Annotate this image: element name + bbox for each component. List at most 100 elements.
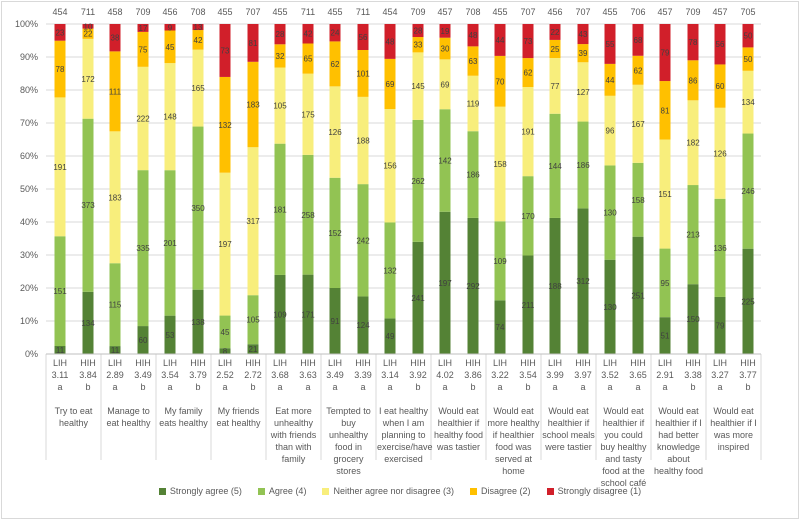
data-label: 45 — [221, 328, 230, 337]
data-label: 130 — [603, 303, 617, 312]
subgroup-mean: 2.52 — [216, 370, 234, 380]
sample-size-label: 455 — [272, 7, 287, 17]
bar-segment-strongly-disagree — [522, 24, 534, 59]
bar-segment-agree — [109, 263, 121, 347]
bar-segment-agree — [357, 184, 369, 297]
subgroup-group: LIH — [217, 358, 232, 368]
subgroup-sig: a — [580, 382, 586, 392]
data-label: 79 — [716, 321, 725, 330]
data-label: 124 — [356, 321, 370, 330]
data-label: 101 — [356, 69, 370, 78]
category-label: Eat more unhealthy with friends than wit… — [270, 406, 317, 464]
subgroup-sig: b — [85, 382, 91, 392]
bar-subgroup-label: HIH 3.92 b — [404, 357, 432, 393]
data-label: 156 — [383, 162, 397, 171]
data-label: 201 — [163, 239, 177, 248]
bar-segment-strongly-disagree — [604, 24, 616, 64]
data-label: 28 — [276, 30, 285, 39]
bar-segment-disagree — [439, 37, 451, 60]
data-label: 165 — [191, 84, 205, 93]
bar-segment-neutral — [439, 59, 451, 110]
bar-segment-strongly-agree — [109, 346, 121, 354]
data-label: 138 — [191, 318, 205, 327]
category-label: My friends eat healthy — [216, 406, 261, 428]
data-label: 17 — [139, 24, 148, 33]
data-label: 130 — [603, 209, 617, 218]
data-label: 43 — [579, 30, 588, 39]
data-label: 68 — [634, 36, 643, 45]
bar-segment-strongly-agree — [742, 248, 754, 354]
bar-segment-disagree — [577, 44, 589, 63]
data-label: 186 — [466, 171, 480, 180]
bar-segment-strongly-agree — [137, 326, 149, 354]
bar-segment-strongly-disagree — [467, 24, 479, 47]
data-label: 105 — [246, 316, 260, 325]
data-label: 142 — [438, 156, 452, 165]
bar-segment-neutral — [742, 70, 754, 134]
legend: Strongly agree (5) Agree (4) Neither agree… — [0, 486, 800, 496]
bar-segment-neutral — [659, 139, 671, 249]
data-label: 251 — [631, 291, 645, 300]
data-label: 24 — [331, 29, 340, 38]
subgroup-mean: 3.22 — [491, 370, 509, 380]
bar-segment-agree — [742, 133, 754, 249]
data-label: 152 — [328, 229, 342, 238]
category-label: Would eat healthier if I had better know… — [653, 406, 704, 476]
data-label: 144 — [548, 162, 562, 171]
category-label: Tempted to buy unhealthy food in grocery… — [326, 406, 371, 476]
legend-swatch-icon — [546, 487, 554, 495]
bar-subgroup-label: HIH 3.65 a — [624, 357, 652, 393]
data-label: 55 — [606, 40, 615, 49]
data-label: 158 — [631, 196, 645, 205]
data-label: 172 — [81, 75, 95, 84]
bar-segment-agree — [384, 222, 396, 319]
bar-segment-strongly-disagree — [577, 24, 589, 45]
data-label: 292 — [466, 282, 480, 291]
subgroup-mean: 3.52 — [601, 370, 619, 380]
bar-segment-agree — [82, 118, 94, 292]
data-label: 183 — [108, 193, 122, 202]
data-label: 242 — [356, 236, 370, 245]
data-label: 22 — [84, 30, 93, 39]
subgroup-sig: b — [470, 382, 476, 392]
data-label: 48 — [469, 31, 478, 40]
data-label: 181 — [273, 205, 287, 214]
bar-segment-strongly-disagree — [687, 24, 699, 61]
legend-label: Strongly disagree (1) — [557, 486, 642, 496]
subgroup-mean: 3.63 — [299, 370, 317, 380]
bar-segment-disagree — [742, 47, 754, 71]
bar-subgroup-label: LIH 3.99 a — [541, 357, 569, 393]
data-label: 8 — [223, 347, 228, 356]
data-label: 126 — [713, 149, 727, 158]
data-label: 30 — [441, 45, 450, 54]
bar-segment-neutral — [247, 147, 259, 296]
data-label: 188 — [356, 136, 370, 145]
bar-segment-strongly-disagree — [412, 24, 424, 38]
legend-item: Neither agree nor disagree (3) — [322, 486, 454, 496]
data-label: 171 — [301, 310, 315, 319]
category-label: Manage to eat healthy — [106, 406, 151, 428]
subgroup-group: HIH — [520, 358, 536, 368]
bar-segment-agree — [714, 198, 726, 297]
subgroup-sig: a — [277, 382, 283, 392]
subgroup-group: HIH — [80, 358, 96, 368]
data-label: 91 — [331, 317, 340, 326]
subgroup-sig: b — [415, 382, 421, 392]
data-label: 33 — [414, 41, 423, 50]
data-label: 69 — [386, 80, 395, 89]
sample-size-label: 457 — [712, 7, 727, 17]
y-tick-label: 10% — [20, 316, 38, 326]
subgroup-mean: 3.86 — [464, 370, 482, 380]
data-label: 77 — [551, 82, 560, 91]
data-label: 79 — [661, 49, 670, 58]
sample-size-label: 707 — [520, 7, 535, 17]
data-label: 126 — [328, 128, 342, 137]
data-label: 191 — [521, 128, 535, 137]
bar-subgroup-label: HIH 3.86 b — [459, 357, 487, 393]
sample-size-label: 706 — [630, 7, 645, 17]
subgroup-group: HIH — [190, 358, 206, 368]
data-label: 335 — [136, 244, 150, 253]
bar-segment-disagree — [522, 58, 534, 88]
data-label: 42 — [304, 30, 313, 39]
